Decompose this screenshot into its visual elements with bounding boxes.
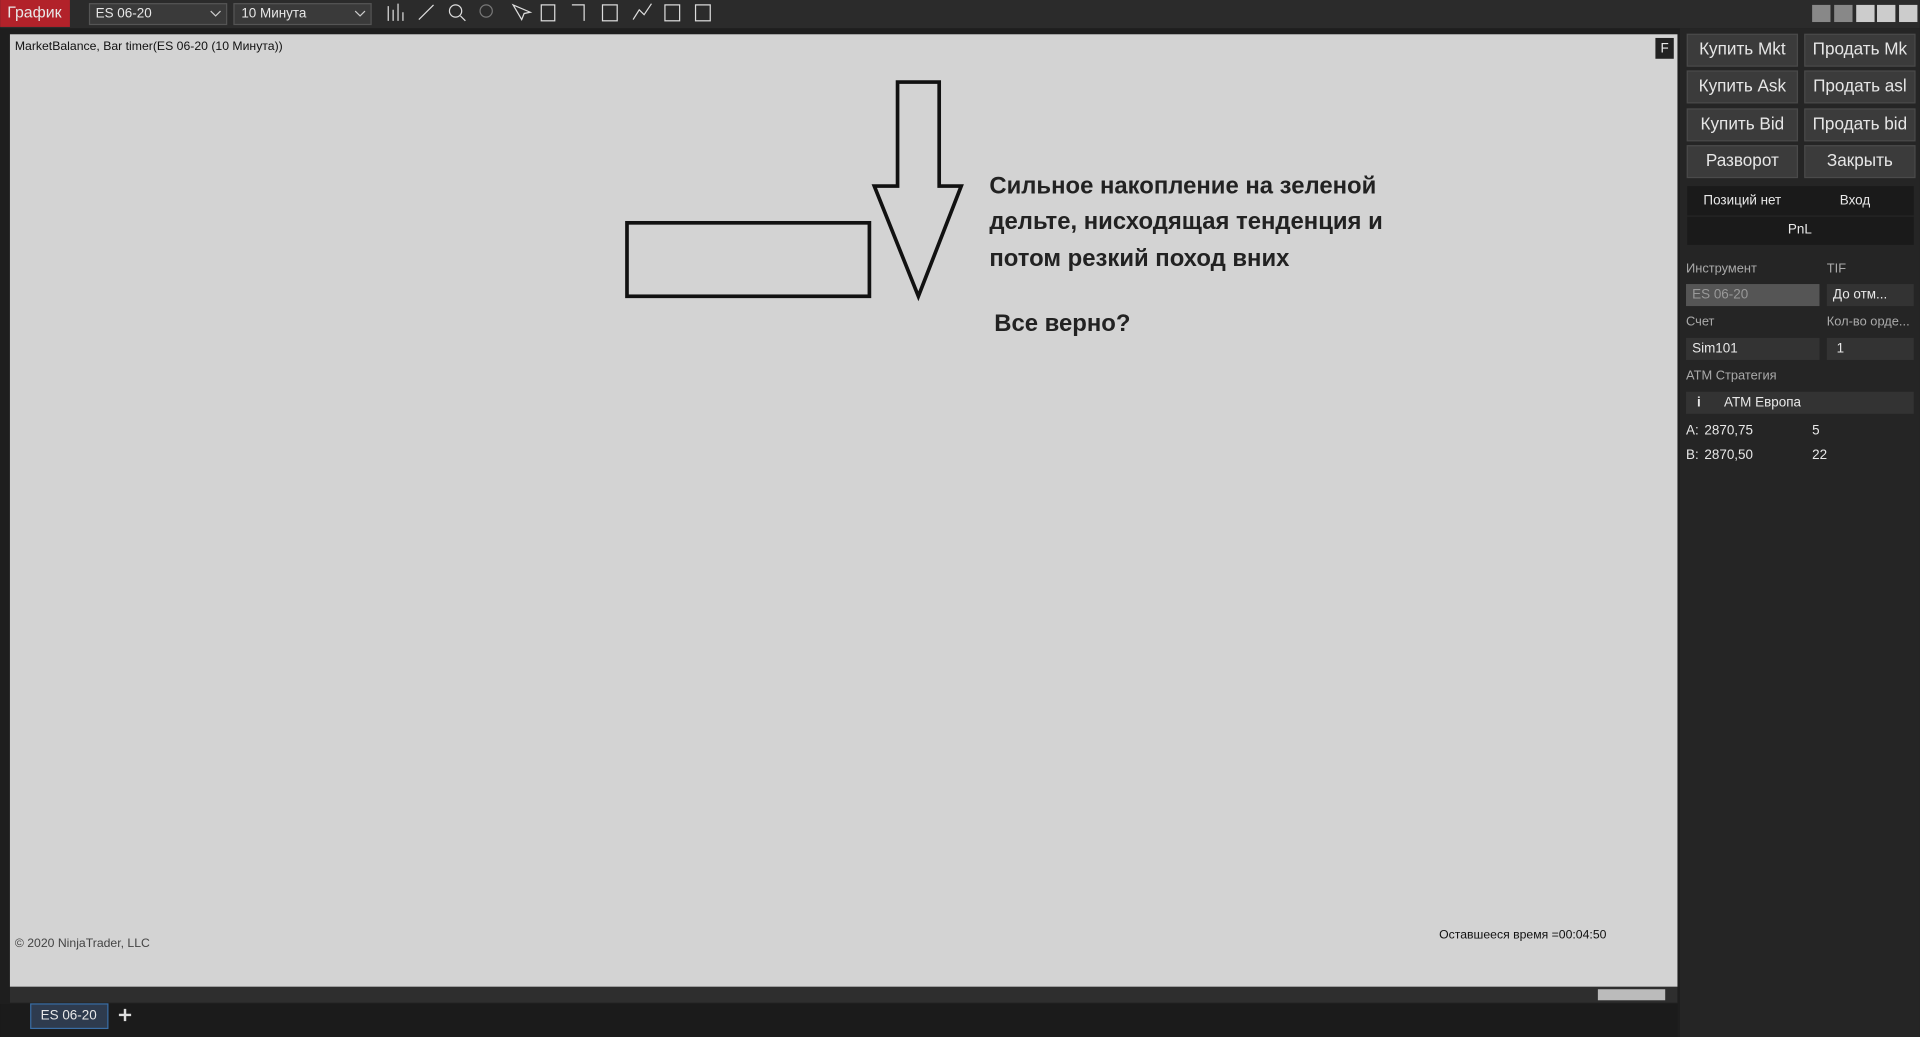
field-label: Кол-во орде... bbox=[1827, 313, 1910, 328]
field-label: ATM Стратегия bbox=[1686, 367, 1777, 382]
tab-label: ES 06-20 bbox=[41, 1008, 97, 1023]
chart-area bbox=[9, 34, 1678, 987]
qty-field[interactable] bbox=[1826, 337, 1914, 360]
order-button-label: Разворот bbox=[1706, 150, 1779, 170]
order-button[interactable] bbox=[1804, 108, 1916, 142]
scroll-thumb[interactable] bbox=[1597, 989, 1666, 1001]
f-button-label: F bbox=[1660, 41, 1668, 56]
order-button-label: Купить Bid bbox=[1701, 113, 1785, 133]
order-button[interactable] bbox=[1804, 145, 1916, 179]
account-field-value: Sim101 bbox=[1692, 340, 1738, 355]
order-button[interactable] bbox=[1686, 108, 1799, 142]
order-button[interactable] bbox=[1686, 70, 1799, 104]
order-button[interactable] bbox=[1686, 33, 1799, 67]
ask-label: A: bbox=[1686, 423, 1699, 438]
position-status: Позиций нет bbox=[1703, 192, 1781, 207]
period-select[interactable] bbox=[233, 3, 372, 26]
order-button-label: Купить Ask bbox=[1699, 75, 1787, 95]
order-button-label: Продать Mk bbox=[1813, 39, 1908, 59]
order-button[interactable] bbox=[1804, 70, 1916, 104]
bid-price: 2870,50 bbox=[1704, 447, 1753, 462]
account-field[interactable] bbox=[1686, 337, 1820, 360]
info-icon: i bbox=[1697, 394, 1701, 409]
atm-field-value: ATM Европа bbox=[1724, 394, 1802, 409]
annotation-line: дельте, нисходящая тенденция и bbox=[989, 208, 1382, 235]
field-label: TIF bbox=[1827, 261, 1846, 276]
pnl-row bbox=[1687, 216, 1914, 245]
instrument-field-value: ES 06-20 bbox=[1692, 287, 1748, 302]
annotation-line: потом резкий поход вних bbox=[989, 245, 1290, 272]
dropdown-arrow bbox=[354, 10, 366, 17]
instrument-field[interactable] bbox=[1686, 284, 1820, 307]
tif-field[interactable] bbox=[1826, 284, 1914, 307]
annotation-line: Все верно? bbox=[994, 310, 1130, 337]
window-buttons[interactable] bbox=[1812, 4, 1918, 23]
copyright: © 2020 NinjaTrader, LLC bbox=[15, 936, 150, 950]
order-button[interactable] bbox=[1804, 33, 1916, 67]
atm-field[interactable] bbox=[1686, 391, 1914, 414]
add-tab[interactable] bbox=[118, 1008, 132, 1022]
order-button-label: Закрыть bbox=[1827, 150, 1893, 170]
bid-size: 22 bbox=[1812, 447, 1827, 462]
order-button-label: Продать asl bbox=[1813, 75, 1907, 95]
chart-menu-label: График bbox=[7, 5, 62, 22]
field-label: Инструмент bbox=[1686, 261, 1757, 276]
tool-icons[interactable] bbox=[387, 3, 711, 22]
scrollbar[interactable] bbox=[9, 986, 1678, 1003]
bid-label: B: bbox=[1686, 447, 1699, 462]
tab[interactable] bbox=[30, 1003, 109, 1030]
period-value: 10 Минута bbox=[241, 6, 307, 21]
f-button[interactable] bbox=[1655, 37, 1674, 59]
highlight-box bbox=[625, 220, 872, 299]
pnl-label: PnL bbox=[1788, 222, 1812, 237]
order-button[interactable] bbox=[1686, 145, 1799, 179]
position-row bbox=[1687, 186, 1914, 216]
order-panel bbox=[1679, 28, 1920, 1037]
qty-field-value: 1 bbox=[1837, 340, 1844, 355]
order-button-label: Купить Mkt bbox=[1699, 39, 1786, 59]
tab-bar bbox=[0, 1003, 1678, 1037]
chart-title: MarketBalance, Bar timer(ES 06-20 (10 Ми… bbox=[15, 39, 283, 53]
instrument-value: ES 06-20 bbox=[96, 6, 152, 21]
dropdown-arrow bbox=[210, 10, 221, 17]
down-arrow bbox=[871, 80, 964, 302]
ask-size: 5 bbox=[1812, 423, 1819, 438]
order-button-label: Продать bid bbox=[1813, 113, 1908, 133]
annotation-line: Сильное накопление на зеленой bbox=[989, 173, 1376, 200]
entry-label: Вход bbox=[1840, 192, 1871, 207]
tif-field-value: До отм... bbox=[1833, 287, 1887, 302]
field-label: Счет bbox=[1686, 313, 1715, 328]
bar-timer: Оставшееся время =00:04:50 bbox=[1439, 928, 1606, 942]
ask-price: 2870,75 bbox=[1704, 423, 1753, 438]
chart-menu[interactable] bbox=[0, 0, 70, 27]
instrument-select[interactable] bbox=[88, 3, 228, 26]
